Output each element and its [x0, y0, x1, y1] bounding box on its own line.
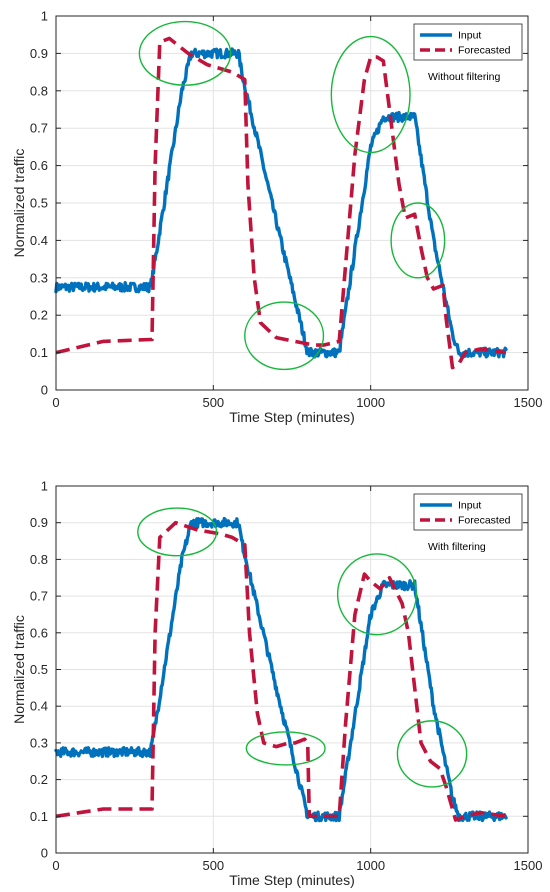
highlight-ellipse	[138, 20, 232, 86]
legend-label-forecasted: Forecasted	[458, 45, 511, 57]
y-axis-label: Normalized traffic	[11, 149, 27, 258]
y-tick-label: 0.1	[30, 809, 48, 824]
y-axis-label: Normalized traffic	[11, 615, 27, 724]
y-tick-label: 0.1	[30, 345, 48, 360]
highlight-ellipse	[396, 720, 468, 788]
highlight-ellipse	[137, 507, 218, 557]
y-tick-label: 0.6	[30, 625, 48, 640]
y-tick-label: 0.2	[30, 772, 48, 787]
legend: Input Forecasted	[413, 493, 523, 531]
y-tick-label: 0.5	[30, 196, 48, 211]
x-tick-label: 1000	[356, 395, 385, 410]
y-tick-label: 0.9	[30, 515, 48, 530]
x-tick-label: 0	[52, 858, 59, 873]
y-tick-label: 0.5	[30, 662, 48, 677]
highlight-ellipse	[390, 202, 446, 279]
x-tick-label: 500	[202, 395, 224, 410]
legend: Input Forecasted	[413, 23, 523, 61]
x-tick-label: 1000	[356, 858, 385, 873]
series-line-forecasted	[55, 36, 507, 370]
y-tick-label: 0.4	[30, 699, 48, 714]
legend-box	[413, 493, 523, 531]
x-axis-label: Time Step (minutes)	[229, 872, 355, 888]
chart-panel-1: 0 500 1000 1500 0 0.1 0.2 0.3 0.4 0.5 0.6 0.7 0.8 0.9…	[11, 9, 542, 426]
x-tick-label: 0	[52, 395, 59, 410]
x-tick-label: 500	[202, 858, 224, 873]
y-tick-label: 1	[41, 9, 48, 24]
y-tick-label: 0.8	[30, 83, 48, 98]
highlight-ellipse	[245, 731, 326, 766]
filter-annotation: With filtering	[428, 541, 486, 553]
y-tick-label: 0.2	[30, 308, 48, 323]
legend-label-input: Input	[458, 500, 481, 512]
y-tick-label: 0	[41, 846, 48, 861]
series-line-input	[54, 516, 508, 823]
x-tick-label: 1500	[514, 395, 543, 410]
y-tick-label: 0.3	[30, 735, 48, 750]
legend-box	[413, 23, 523, 61]
series-line-input	[54, 47, 508, 359]
series-line-forecasted	[55, 520, 507, 822]
highlight-ellipse	[244, 301, 325, 371]
highlight-ellipse	[336, 553, 417, 636]
highlight-ellipse	[330, 35, 411, 154]
legend-label-input: Input	[458, 30, 481, 42]
y-tick-label: 0	[41, 383, 48, 398]
y-tick-label: 0.9	[30, 46, 48, 61]
legend-label-forecasted: Forecasted	[458, 515, 511, 527]
y-tick-label: 0.4	[30, 233, 48, 248]
chart-panel-2: 0 500 1000 1500 0 0.1 0.2 0.3 0.4 0.5 0.6 0.7 0.8 0.9…	[11, 479, 542, 889]
y-tick-label: 0.6	[30, 158, 48, 173]
y-tick-label: 0.8	[30, 552, 48, 567]
x-axis-label: Time Step (minutes)	[229, 409, 355, 425]
y-tick-label: 0.7	[30, 589, 48, 604]
y-tick-label: 0.3	[30, 270, 48, 285]
x-tick-label: 1500	[514, 858, 543, 873]
filter-annotation: Without filtering	[428, 71, 501, 83]
y-tick-label: 1	[41, 479, 48, 494]
y-tick-label: 0.7	[30, 121, 48, 136]
